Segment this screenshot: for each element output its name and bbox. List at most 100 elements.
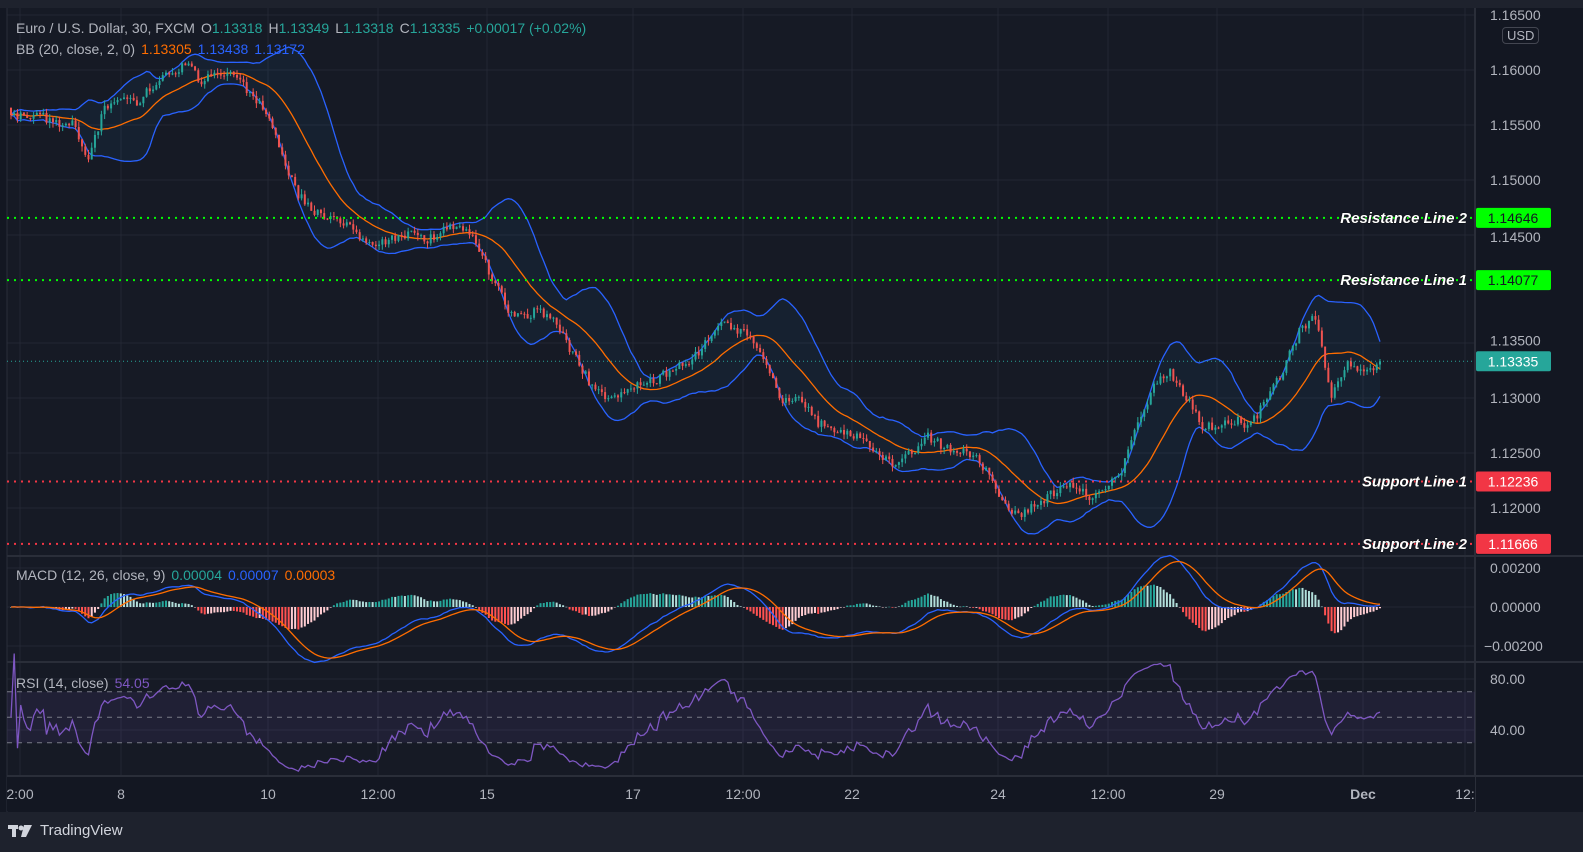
plot-background — [7, 8, 1475, 804]
macd-histogram-bar — [1020, 607, 1023, 617]
macd-histogram-bar — [613, 607, 616, 608]
candle-body — [145, 88, 148, 97]
macd-histogram-bar — [1023, 607, 1026, 614]
candle-body — [855, 433, 858, 439]
candle-body — [655, 383, 658, 385]
rsi-legend: RSI (14, close) 54.05 — [16, 675, 156, 691]
level-price-text[interactable]: 1.11666 — [1488, 536, 1538, 552]
macd-histogram-bar — [106, 595, 109, 607]
macd-histogram-bar — [339, 602, 342, 607]
macd-histogram-bar — [717, 594, 720, 607]
macd-histogram-bar — [81, 607, 84, 614]
macd-histogram-bar — [423, 599, 426, 607]
candle-body — [897, 462, 900, 465]
candle-body — [174, 73, 177, 75]
candle-body — [171, 73, 174, 75]
level-label[interactable]: Resistance Line 2 — [1340, 210, 1468, 228]
macd-histogram-bar — [1143, 585, 1146, 607]
candle-body — [45, 112, 48, 123]
bb-upper-value: 1.13438 — [197, 41, 249, 57]
candle-body — [200, 81, 203, 85]
level-price-badge[interactable] — [1476, 207, 1551, 228]
candle-body — [981, 463, 984, 471]
macd-name[interactable]: MACD (12, 26, close, 9) — [16, 567, 166, 583]
candle-body — [1159, 376, 1162, 384]
candle-body — [555, 317, 558, 325]
level-price-badge[interactable] — [1476, 533, 1551, 554]
time-tick-label: 15 — [479, 786, 495, 802]
level-label[interactable]: Resistance Line 1 — [1340, 272, 1467, 290]
level-price-badge[interactable] — [1476, 270, 1551, 291]
change-value: +0.00017 (+0.02%) — [466, 20, 587, 36]
candle-body — [1262, 401, 1265, 406]
macd-histogram-bar — [1198, 607, 1201, 628]
macd-histogram-bar — [294, 607, 297, 629]
rsi-name[interactable]: RSI (14, close) — [16, 675, 109, 691]
candle-body — [429, 234, 432, 244]
currency-badge[interactable]: USD — [1502, 27, 1540, 44]
brand-name: TradingView — [40, 822, 123, 839]
candle-body — [84, 146, 87, 155]
macd-histogram-bar — [390, 596, 393, 607]
symbol-name[interactable]: Euro / U.S. Dollar, 30, FXCM — [16, 20, 195, 36]
candle-body — [1369, 368, 1372, 370]
macd-histogram-bar — [378, 601, 381, 607]
macd-histogram-bar — [600, 607, 603, 614]
macd-histogram-bar — [1362, 607, 1365, 615]
price-tick-label: 1.16500 — [1490, 7, 1541, 23]
macd-histogram-bar — [801, 607, 804, 616]
candle-body — [1120, 473, 1123, 476]
candle-body — [410, 230, 413, 232]
level-label[interactable]: Support Line 2 — [1362, 536, 1468, 554]
level-price-text[interactable]: 1.12236 — [1488, 473, 1539, 489]
candle-body — [694, 351, 697, 360]
level-price-text[interactable]: 1.14646 — [1488, 210, 1539, 226]
macd-histogram-bar — [704, 595, 707, 607]
macd-histogram-bar — [462, 601, 465, 607]
candle-body — [1253, 415, 1256, 422]
last-price-badge[interactable] — [1476, 351, 1551, 372]
candle-body — [394, 235, 397, 241]
macd-histogram-bar — [287, 607, 290, 630]
price-tick-label: 1.12000 — [1490, 500, 1541, 516]
tradingview-logo[interactable]: TradingView — [8, 822, 123, 839]
macd-histogram-bar — [810, 607, 813, 614]
candle-body — [636, 382, 639, 389]
macd-histogram-bar — [846, 605, 849, 607]
macd-histogram-bar — [1078, 599, 1081, 607]
candle-body — [1291, 345, 1294, 351]
macd-histogram-bar — [1317, 599, 1320, 607]
macd-histogram-bar — [1152, 584, 1155, 607]
macd-histogram-bar — [998, 607, 1001, 619]
macd-histogram-bar — [775, 607, 778, 627]
candle-body — [545, 314, 548, 318]
macd-histogram-bar — [933, 595, 936, 607]
candle-body — [416, 232, 419, 236]
candle-body — [1353, 366, 1356, 368]
candle-body — [817, 415, 820, 427]
top-strip — [0, 0, 1583, 8]
candle-body — [245, 82, 248, 94]
macd-histogram-bar — [119, 593, 122, 607]
macd-histogram-bar — [155, 602, 158, 607]
candle-body — [1366, 369, 1369, 372]
macd-histogram-bar — [836, 607, 839, 610]
candle-body — [697, 351, 700, 356]
level-price-text[interactable]: 1.14077 — [1488, 272, 1539, 288]
level-price-badge[interactable] — [1476, 471, 1551, 492]
candle-body — [378, 244, 381, 247]
candle-body — [1275, 377, 1278, 385]
candle-body — [1220, 425, 1223, 428]
bb-name[interactable]: BB (20, close, 2, 0) — [16, 41, 136, 57]
level-label[interactable]: Support Line 1 — [1362, 473, 1468, 491]
candle-body — [471, 234, 474, 236]
candle-body — [562, 331, 565, 334]
candle-body — [736, 327, 739, 334]
macd-histogram-bar — [752, 607, 755, 614]
last-price-text[interactable]: 1.13335 — [1488, 353, 1539, 369]
levels[interactable]: 1.13335 Resistance Line 2 1.14646 Resistanc… — [7, 207, 1551, 554]
macd-histogram-bar — [1159, 587, 1162, 607]
candle-body — [571, 351, 574, 353]
candle-body — [1049, 490, 1052, 495]
